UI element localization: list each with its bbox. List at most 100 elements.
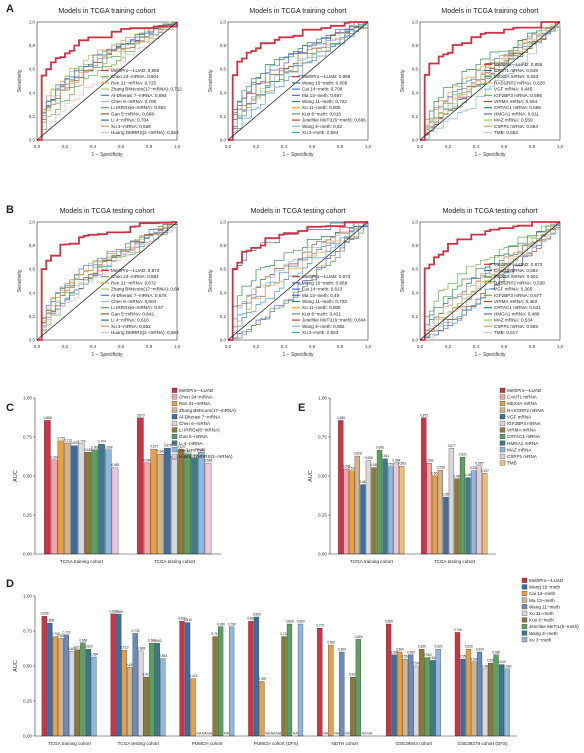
legend-entry: Chen 24−mRNA [179, 395, 214, 400]
bar-value-label: 0,553 [159, 654, 167, 658]
bar [432, 475, 438, 555]
bar [443, 496, 449, 555]
bar [454, 632, 461, 737]
y-tick-label: 0,4 [29, 90, 36, 95]
legend-swatch [171, 387, 178, 393]
bar-value-label: 0,365 [442, 493, 450, 497]
bar-value-label: 0,666 [376, 446, 384, 450]
bar-value-label: 0,850 [253, 613, 261, 617]
y-tick-label: 0,2 [412, 114, 419, 119]
bar-value-label: 0,873 [110, 609, 118, 613]
y-tick-label: 0,6 [412, 267, 419, 272]
bar [482, 473, 488, 555]
bar [137, 417, 144, 555]
legend-entry: Xu 3−meth [529, 637, 552, 642]
bar [190, 678, 196, 737]
bar [504, 668, 510, 737]
roc-title: Models in TCGA testing cohort [60, 208, 155, 215]
bar-value-label: 0,820 [178, 617, 186, 621]
legend-entry: MEX3A mRNA: 0,533 [494, 74, 539, 79]
legend-entry: Wang 16−meth: 0,606 [302, 80, 348, 85]
x-tick-label: 0,2 [445, 144, 452, 149]
na-label: NA [293, 732, 299, 736]
bar-value-label: 0,709 [52, 632, 60, 636]
legend-entry: VIRMA mRNA [507, 428, 537, 433]
legend-entry: Ren 21−mRNA: 0,725 [111, 80, 157, 85]
legend-entry: Zhang BMscore(17−mRNA): 0,64 [111, 287, 180, 292]
legend-entry: Kuo 6−meth [529, 618, 554, 623]
bar [259, 681, 265, 737]
bar [355, 639, 361, 737]
bar [91, 449, 98, 555]
bar [430, 660, 436, 737]
bar [459, 456, 466, 555]
roc-curve [228, 22, 369, 141]
y-tick-label: 0,0 [29, 338, 36, 343]
bar [365, 460, 372, 555]
bar-value-label: 0,780 [228, 622, 236, 626]
roc-curve [228, 221, 368, 341]
bar-value-label: 0,550 [401, 655, 409, 659]
roc-curve [228, 222, 369, 341]
bar-value-label: 0,668 [105, 445, 113, 449]
bar-value-label: 0,554 [370, 463, 378, 467]
y-tick-label: 0,25 [23, 699, 32, 704]
bar-value-label: 0,652 [198, 448, 206, 452]
legend-entry: RASGRP2 mRNA [507, 408, 545, 413]
legend-entry: Ren 21−mRNA: 0,672 [111, 280, 157, 285]
bar [424, 657, 430, 737]
bar [435, 649, 441, 737]
bar-value-label: 0,677 [448, 444, 456, 448]
roc-title: Models in TCGA training cohort [58, 8, 155, 15]
na-label: NA [367, 732, 373, 736]
group-label: NDTH cohort [331, 741, 359, 746]
y-tick-label: 0,2 [29, 114, 36, 119]
legend-swatch [499, 440, 506, 446]
x-tick-label: 1,0 [174, 344, 181, 349]
y-tick-label: 0,4 [220, 290, 227, 295]
bar [198, 452, 205, 555]
x-axis-label: 1 − Specificity [92, 352, 123, 358]
group-label: GSE39944 cohort [395, 741, 432, 746]
bar-value-label: 0,510 [498, 660, 506, 664]
legend-entry: MAZ mRNA [507, 447, 532, 452]
legend-swatch [521, 610, 528, 616]
bar [64, 442, 71, 555]
x-tick-label: 0,2 [62, 344, 69, 349]
legend-swatch [171, 453, 178, 459]
bar-value-label: 0,668 [91, 445, 99, 449]
x-tick-label: 0,4 [473, 144, 480, 149]
bar-value-label: 0,563 [398, 462, 406, 466]
x-tick-label: 0,8 [529, 144, 536, 149]
bar-value-label: 0,580 [407, 650, 415, 654]
bar [212, 636, 218, 737]
legend-entry: Wang 3−meth: 0,62 [302, 124, 342, 129]
legend-entry: VIRMA mRNA: 0,482 [494, 299, 538, 304]
legend-entry: MethPro—LUAD: 0,873 [302, 274, 351, 279]
legend-swatch [499, 387, 506, 393]
bar [349, 470, 355, 555]
bar-value-label: 0,697 [57, 634, 65, 638]
legend-swatch [521, 591, 528, 596]
bar-value-label: 0,712 [64, 438, 72, 442]
x-tick-label: 0,0 [417, 344, 424, 349]
roc-curve [37, 222, 178, 341]
bar [437, 469, 443, 555]
legend-entry: Kuo 6−meth: 0,616 [302, 111, 341, 116]
bar [371, 467, 377, 555]
group-label: TCGA testing cohort [154, 559, 196, 564]
y-tick-label: 0,00 [318, 552, 327, 557]
bar-value-label: 0,678 [164, 444, 172, 448]
panel-letter-d: D [6, 578, 14, 590]
x-tick-label: 0,8 [337, 144, 344, 149]
bar [85, 649, 92, 737]
roc-frame [227, 221, 369, 341]
legend-entry: VIRMA mRNA: 0,554 [494, 99, 538, 104]
bar-value-label: 0,620 [465, 645, 473, 649]
legend-entry: Chen 6−mRNA: 0,706 [111, 99, 157, 104]
legend-entry: MethPro—LUAD: 0,856 [494, 62, 543, 67]
bar-value-label: 0,800 [385, 620, 393, 624]
legend-entry: Al-Dherasi 7−mRNA [179, 414, 221, 419]
bar-panel-d: 0,00 0,25 0,50 0,75 1,00 AUC TCGA training coh… [13, 577, 579, 746]
legend-entry: Cai 14−meth: 0,709 [302, 87, 343, 92]
